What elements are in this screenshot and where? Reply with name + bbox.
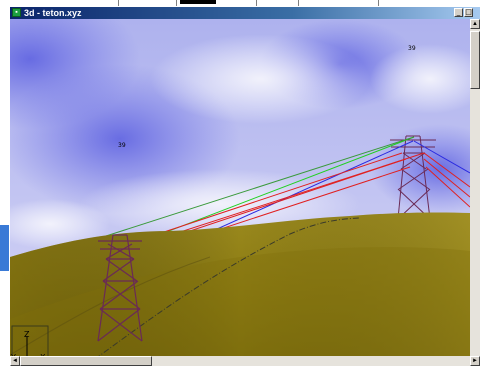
toolbar-segment xyxy=(176,0,257,6)
background-left-edge xyxy=(0,7,10,366)
scene-label: 39 xyxy=(118,142,126,149)
horizontal-scrollbar[interactable]: ◄ ► xyxy=(10,356,480,366)
terrain-slope xyxy=(10,247,470,364)
horizontal-scroll-thumb[interactable] xyxy=(20,356,152,366)
title-bar[interactable]: ▪ 3d - teton.xyz _ □ xyxy=(10,7,480,19)
toolbar-segment xyxy=(118,0,177,6)
cloud xyxy=(370,44,470,114)
3d-view-icon[interactable]: ▪ xyxy=(12,8,21,17)
vertical-scroll-thumb[interactable] xyxy=(470,31,480,89)
terrain-shading xyxy=(10,212,470,364)
scroll-left-button[interactable]: ◄ xyxy=(10,356,20,366)
toolbar-segment-dark xyxy=(180,0,216,4)
cloud xyxy=(150,34,370,124)
maximize-button[interactable]: □ xyxy=(464,8,473,17)
window-title: 3d - teton.xyz xyxy=(24,8,82,18)
survey-line xyxy=(94,217,361,360)
minimize-button[interactable]: _ xyxy=(454,8,463,17)
scroll-up-button[interactable]: ▲ xyxy=(470,19,480,29)
toolbar-segment xyxy=(256,0,299,6)
background-side-tab[interactable] xyxy=(0,225,9,271)
z-axis-label: Z xyxy=(24,330,30,339)
vertical-scrollbar[interactable]: ▲ xyxy=(470,19,480,364)
3d-view-window[interactable]: ▪ 3d - teton.xyz _ □ xyxy=(10,7,480,366)
background-toolbar-strip xyxy=(0,0,480,7)
toolbar-segment xyxy=(298,0,379,6)
terrain-contour xyxy=(10,256,211,356)
toolbar-segment xyxy=(0,0,119,6)
cloud xyxy=(10,199,110,249)
scroll-right-button[interactable]: ► xyxy=(470,356,480,366)
3d-viewport[interactable]: 39 39 xyxy=(10,19,470,364)
near-tower xyxy=(97,234,143,342)
scene-label: 39 xyxy=(408,45,416,52)
3d-scene[interactable]: 39 39 xyxy=(10,19,470,364)
